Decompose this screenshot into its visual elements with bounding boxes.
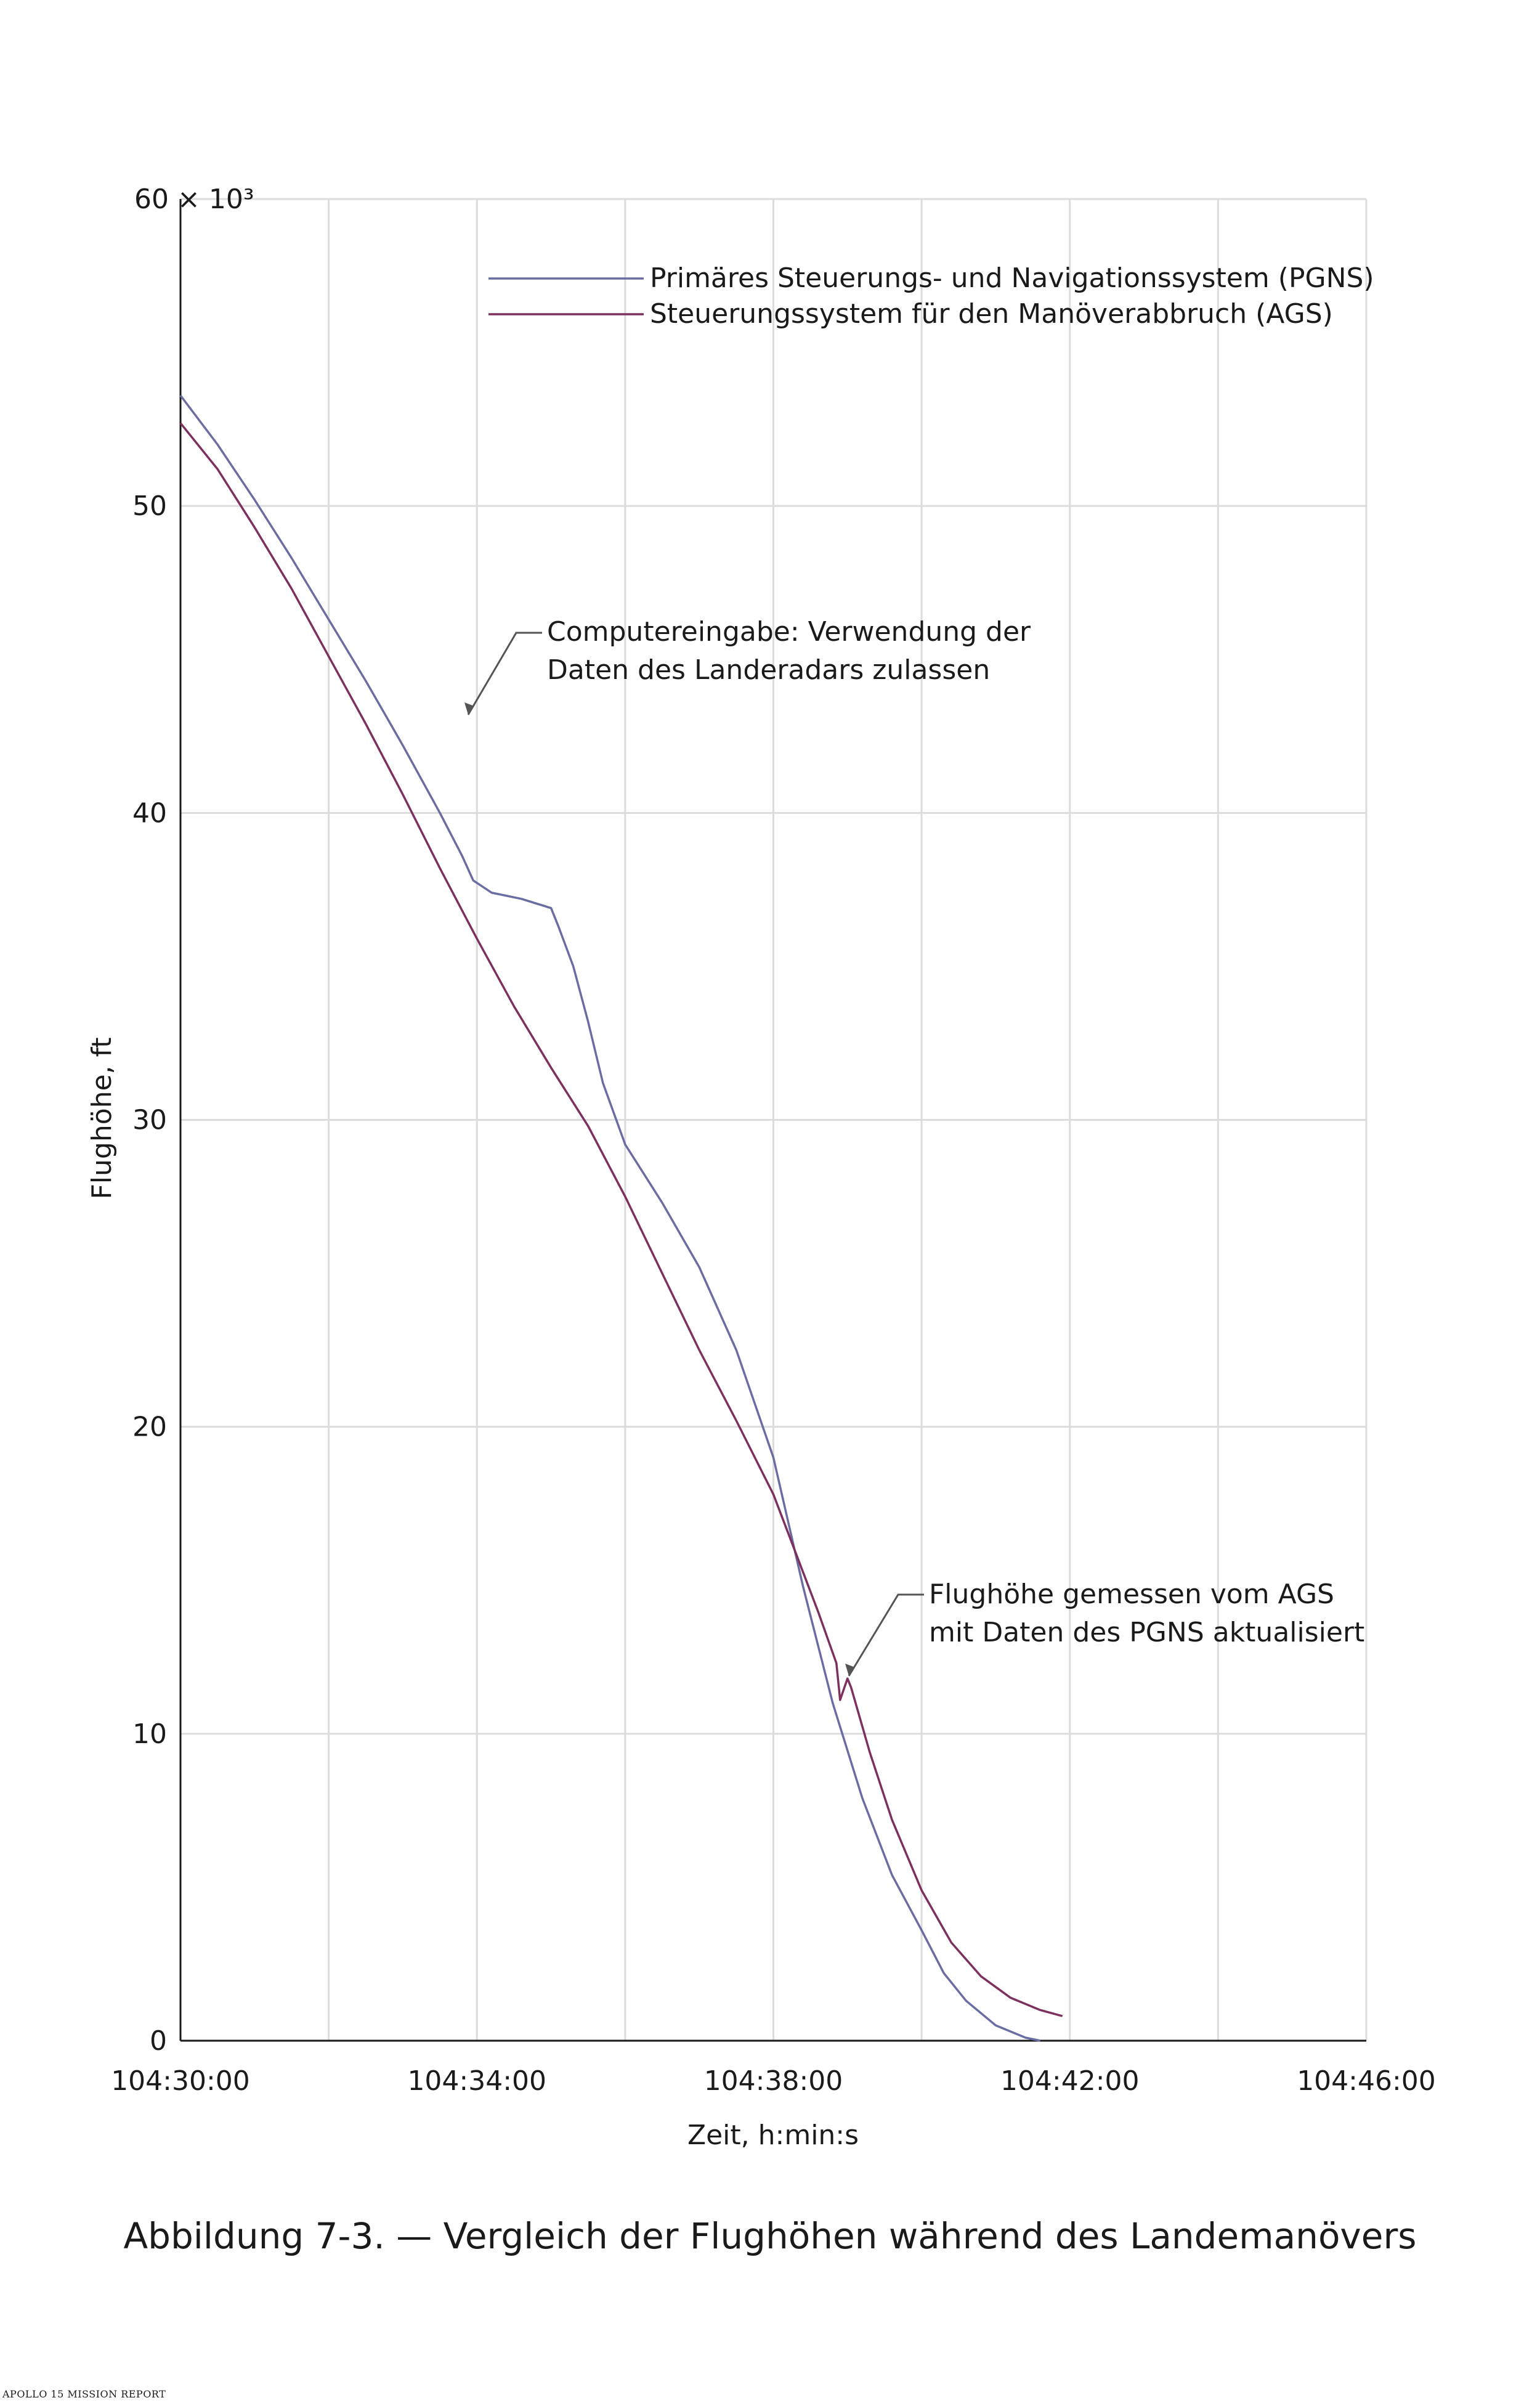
tick-layer: 104:30:00 104:34:00 104:38:00 104:42:00 104:… (111, 184, 1436, 2097)
annotation-radar-line-2: Daten des Landeradars zulassen (547, 654, 990, 686)
axis-layer (179, 199, 1366, 2042)
annotation-radar-leader (467, 632, 542, 715)
annotation-ags-update-arrowhead (845, 1664, 855, 1676)
annotation-ags-update-line-1: Flughöhe gemessen vom AGS (929, 1579, 1334, 1610)
annotation-ags-update-line-2: mit Daten des PGNS aktualisiert (929, 1617, 1364, 1648)
series-line-pgns (179, 394, 1040, 2042)
y-axis-title: Flughöhe, ft (86, 1037, 118, 1199)
y-multiplier-label: 60 × 10³ (134, 184, 254, 215)
y-tick-label: 40 (132, 797, 167, 829)
series-layer (179, 394, 1063, 2042)
legend: Primäres Steuerungs- und Navigationssyst… (488, 262, 1374, 330)
x-tick-label: 104:30:00 (111, 2065, 250, 2097)
y-tick-label: 30 (132, 1105, 167, 1136)
x-axis-title: Zeit, h:min:s (687, 2120, 859, 2151)
report-footer: APOLLO 15 MISSION REPORT (2, 2388, 166, 2400)
series-line-ags (179, 422, 1063, 2017)
annotation-radar-line-1: Computereingabe: Verwendung der (547, 616, 1031, 648)
y-tick-label: 50 (132, 490, 167, 522)
grid-layer (180, 198, 1368, 2041)
y-tick-label: 10 (132, 1718, 167, 1750)
y-tick-label: 20 (132, 1412, 167, 1443)
x-tick-label: 104:34:00 (407, 2065, 546, 2097)
x-tick-label: 104:42:00 (1000, 2065, 1140, 2097)
legend-label-ags: Steuerungssystem für den Manöverabbruch … (650, 298, 1333, 330)
y-tick-label: 0 (150, 2025, 167, 2057)
legend-label-pgns: Primäres Steuerungs- und Navigationssyst… (650, 262, 1374, 294)
annotation-ags-update-leader (848, 1593, 924, 1677)
annotation-radar-arrowhead (464, 702, 474, 715)
figure-caption: Abbildung 7-3. — Vergleich der Flughöhen… (123, 2215, 1417, 2257)
x-tick-label: 104:38:00 (704, 2065, 843, 2097)
annotations: Computereingabe: Verwendung der Daten de… (464, 616, 1364, 1677)
x-tick-label: 104:46:00 (1297, 2065, 1436, 2097)
